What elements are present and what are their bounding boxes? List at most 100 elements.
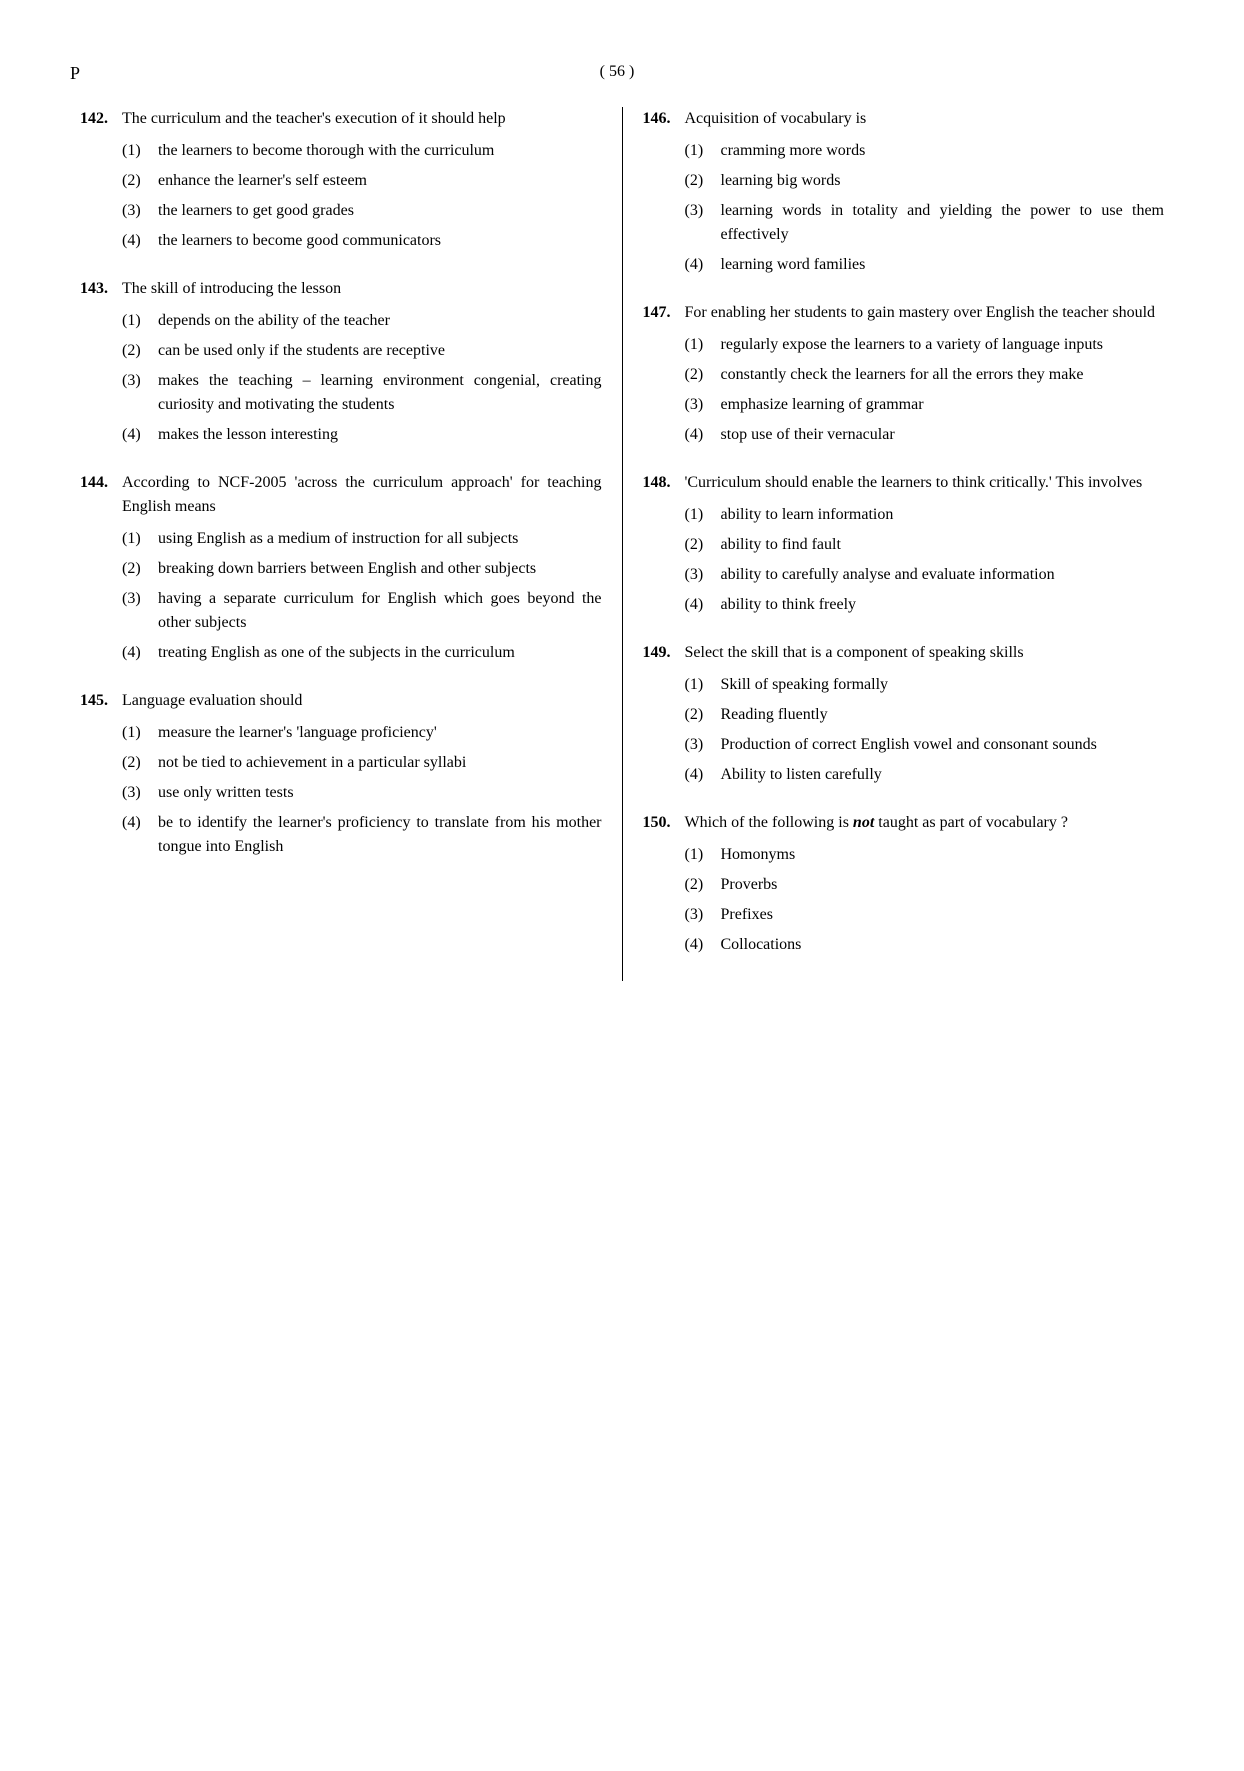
option-text: Proverbs [721, 873, 1165, 897]
question-stem: The skill of introducing the lesson [122, 277, 602, 301]
option-text: use only written tests [158, 781, 602, 805]
question: 147.For enabling her students to gain ma… [643, 301, 1165, 453]
question: 150.Which of the following is not taught… [643, 811, 1165, 963]
option: (4)the learners to become good communica… [122, 229, 602, 253]
option: (1)regularly expose the learners to a va… [685, 333, 1165, 357]
option: (2)enhance the learner's self esteem [122, 169, 602, 193]
question-number: 143. [80, 277, 122, 453]
question-body: Select the skill that is a component of … [685, 641, 1165, 793]
option-number: (1) [122, 527, 158, 551]
option-number: (3) [122, 369, 158, 417]
option-text: Homonyms [721, 843, 1165, 867]
option: (3)learning words in totality and yieldi… [685, 199, 1165, 247]
question-stem: Select the skill that is a component of … [685, 641, 1165, 665]
option-number: (2) [685, 363, 721, 387]
option: (4)be to identify the learner's proficie… [122, 811, 602, 859]
question-stem: Acquisition of vocabulary is [685, 107, 1165, 131]
option-text: treating English as one of the subjects … [158, 641, 602, 665]
option-text: breaking down barriers between English a… [158, 557, 602, 581]
option: (3)the learners to get good grades [122, 199, 602, 223]
option-text: not be tied to achievement in a particul… [158, 751, 602, 775]
option: (2)can be used only if the students are … [122, 339, 602, 363]
option: (3)Prefixes [685, 903, 1165, 927]
option-text: ability to learn information [721, 503, 1165, 527]
option-number: (2) [122, 557, 158, 581]
question: 142.The curriculum and the teacher's exe… [80, 107, 602, 259]
option-text: enhance the learner's self esteem [158, 169, 602, 193]
page-letter: P [70, 60, 80, 87]
right-column: 146.Acquisition of vocabulary is(1)cramm… [633, 107, 1175, 981]
option-number: (2) [685, 703, 721, 727]
option-text: the learners to become good communicator… [158, 229, 602, 253]
option: (4)treating English as one of the subjec… [122, 641, 602, 665]
option: (1)ability to learn information [685, 503, 1165, 527]
option-number: (4) [122, 229, 158, 253]
question-body: The skill of introducing the lesson (1)de… [122, 277, 602, 453]
option-number: (4) [685, 423, 721, 447]
option-text: learning big words [721, 169, 1165, 193]
page-header: P ( 56 ) [70, 60, 1174, 87]
option-text: Skill of speaking formally [721, 673, 1165, 697]
option-number: (4) [685, 593, 721, 617]
option-number: (1) [685, 333, 721, 357]
option: (2)breaking down barriers between Englis… [122, 557, 602, 581]
option-text: Production of correct English vowel and … [721, 733, 1165, 757]
option: (2)not be tied to achievement in a parti… [122, 751, 602, 775]
option-text: ability to find fault [721, 533, 1165, 557]
option: (4)ability to think freely [685, 593, 1165, 617]
option-number: (3) [685, 563, 721, 587]
option-text: cramming more words [721, 139, 1165, 163]
option-text: Prefixes [721, 903, 1165, 927]
question-number: 144. [80, 471, 122, 671]
option-text: depends on the ability of the teacher [158, 309, 602, 333]
option: (1)depends on the ability of the teacher [122, 309, 602, 333]
question-number: 142. [80, 107, 122, 259]
option-number: (4) [122, 423, 158, 447]
option: (3)having a separate curriculum for Engl… [122, 587, 602, 635]
option: (1)cramming more words [685, 139, 1165, 163]
question-stem: Language evaluation should [122, 689, 602, 713]
option-number: (3) [685, 393, 721, 417]
option-text: ability to think freely [721, 593, 1165, 617]
option-number: (2) [685, 533, 721, 557]
option-number: (2) [685, 873, 721, 897]
left-column: 142.The curriculum and the teacher's exe… [70, 107, 612, 981]
option-number: (1) [122, 139, 158, 163]
option: (4)stop use of their vernacular [685, 423, 1165, 447]
question: 145.Language evaluation should (1)measure… [80, 689, 602, 865]
option: (1)measure the learner's 'language profi… [122, 721, 602, 745]
option-number: (2) [122, 339, 158, 363]
option-text: regularly expose the learners to a varie… [721, 333, 1165, 357]
option-number: (3) [685, 199, 721, 247]
option-number: (1) [685, 843, 721, 867]
option: (2)ability to find fault [685, 533, 1165, 557]
option-text: Reading fluently [721, 703, 1165, 727]
option: (3)use only written tests [122, 781, 602, 805]
option: (4)makes the lesson interesting [122, 423, 602, 447]
option-text: using English as a medium of instruction… [158, 527, 602, 551]
option-text: measure the learner's 'language proficie… [158, 721, 602, 745]
option: (1)the learners to become thorough with … [122, 139, 602, 163]
question: 149.Select the skill that is a component… [643, 641, 1165, 793]
option-text: having a separate curriculum for English… [158, 587, 602, 635]
option: (4)Ability to listen carefully [685, 763, 1165, 787]
question-stem: According to NCF-2005 'across the curric… [122, 471, 602, 519]
question-number: 149. [643, 641, 685, 793]
option: (2)learning big words [685, 169, 1165, 193]
option: (1)Skill of speaking formally [685, 673, 1165, 697]
question-body: 'Curriculum should enable the learners t… [685, 471, 1165, 623]
option: (3)Production of correct English vowel a… [685, 733, 1165, 757]
option-text: Collocations [721, 933, 1165, 957]
option-text: Ability to listen carefully [721, 763, 1165, 787]
question-body: Which of the following is not taught as … [685, 811, 1165, 963]
option-text: the learners to get good grades [158, 199, 602, 223]
question-stem: For enabling her students to gain master… [685, 301, 1165, 325]
option: (4)learning word families [685, 253, 1165, 277]
option-text: makes the lesson interesting [158, 423, 602, 447]
option-text: makes the teaching – learning environmen… [158, 369, 602, 417]
option-number: (3) [122, 587, 158, 635]
question-number: 145. [80, 689, 122, 865]
option-text: emphasize learning of grammar [721, 393, 1165, 417]
question: 146.Acquisition of vocabulary is(1)cramm… [643, 107, 1165, 283]
column-divider [622, 107, 623, 981]
